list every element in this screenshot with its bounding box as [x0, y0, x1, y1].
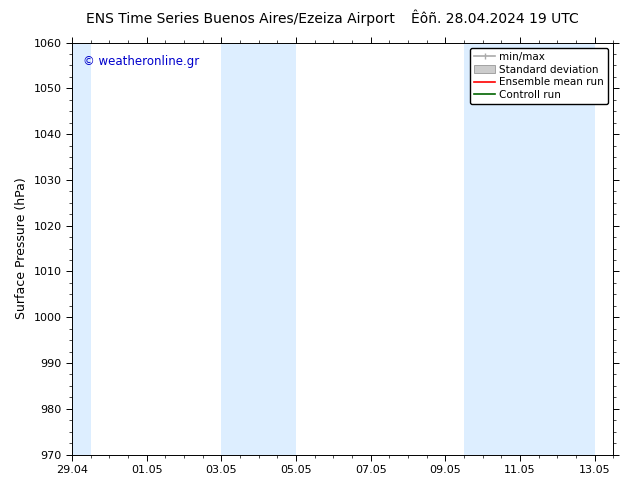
Bar: [221, 43, 296, 455]
Bar: [72, 43, 91, 455]
Y-axis label: Surface Pressure (hPa): Surface Pressure (hPa): [15, 178, 28, 319]
Text: © weatheronline.gr: © weatheronline.gr: [83, 55, 199, 68]
Legend: min/max, Standard deviation, Ensemble mean run, Controll run: min/max, Standard deviation, Ensemble me…: [470, 48, 608, 104]
Bar: [464, 43, 595, 455]
Text: ENS Time Series Buenos Aires/Ezeiza Airport: ENS Time Series Buenos Aires/Ezeiza Airp…: [86, 12, 396, 26]
Text: Êôñ. 28.04.2024 19 UTC: Êôñ. 28.04.2024 19 UTC: [411, 12, 578, 26]
